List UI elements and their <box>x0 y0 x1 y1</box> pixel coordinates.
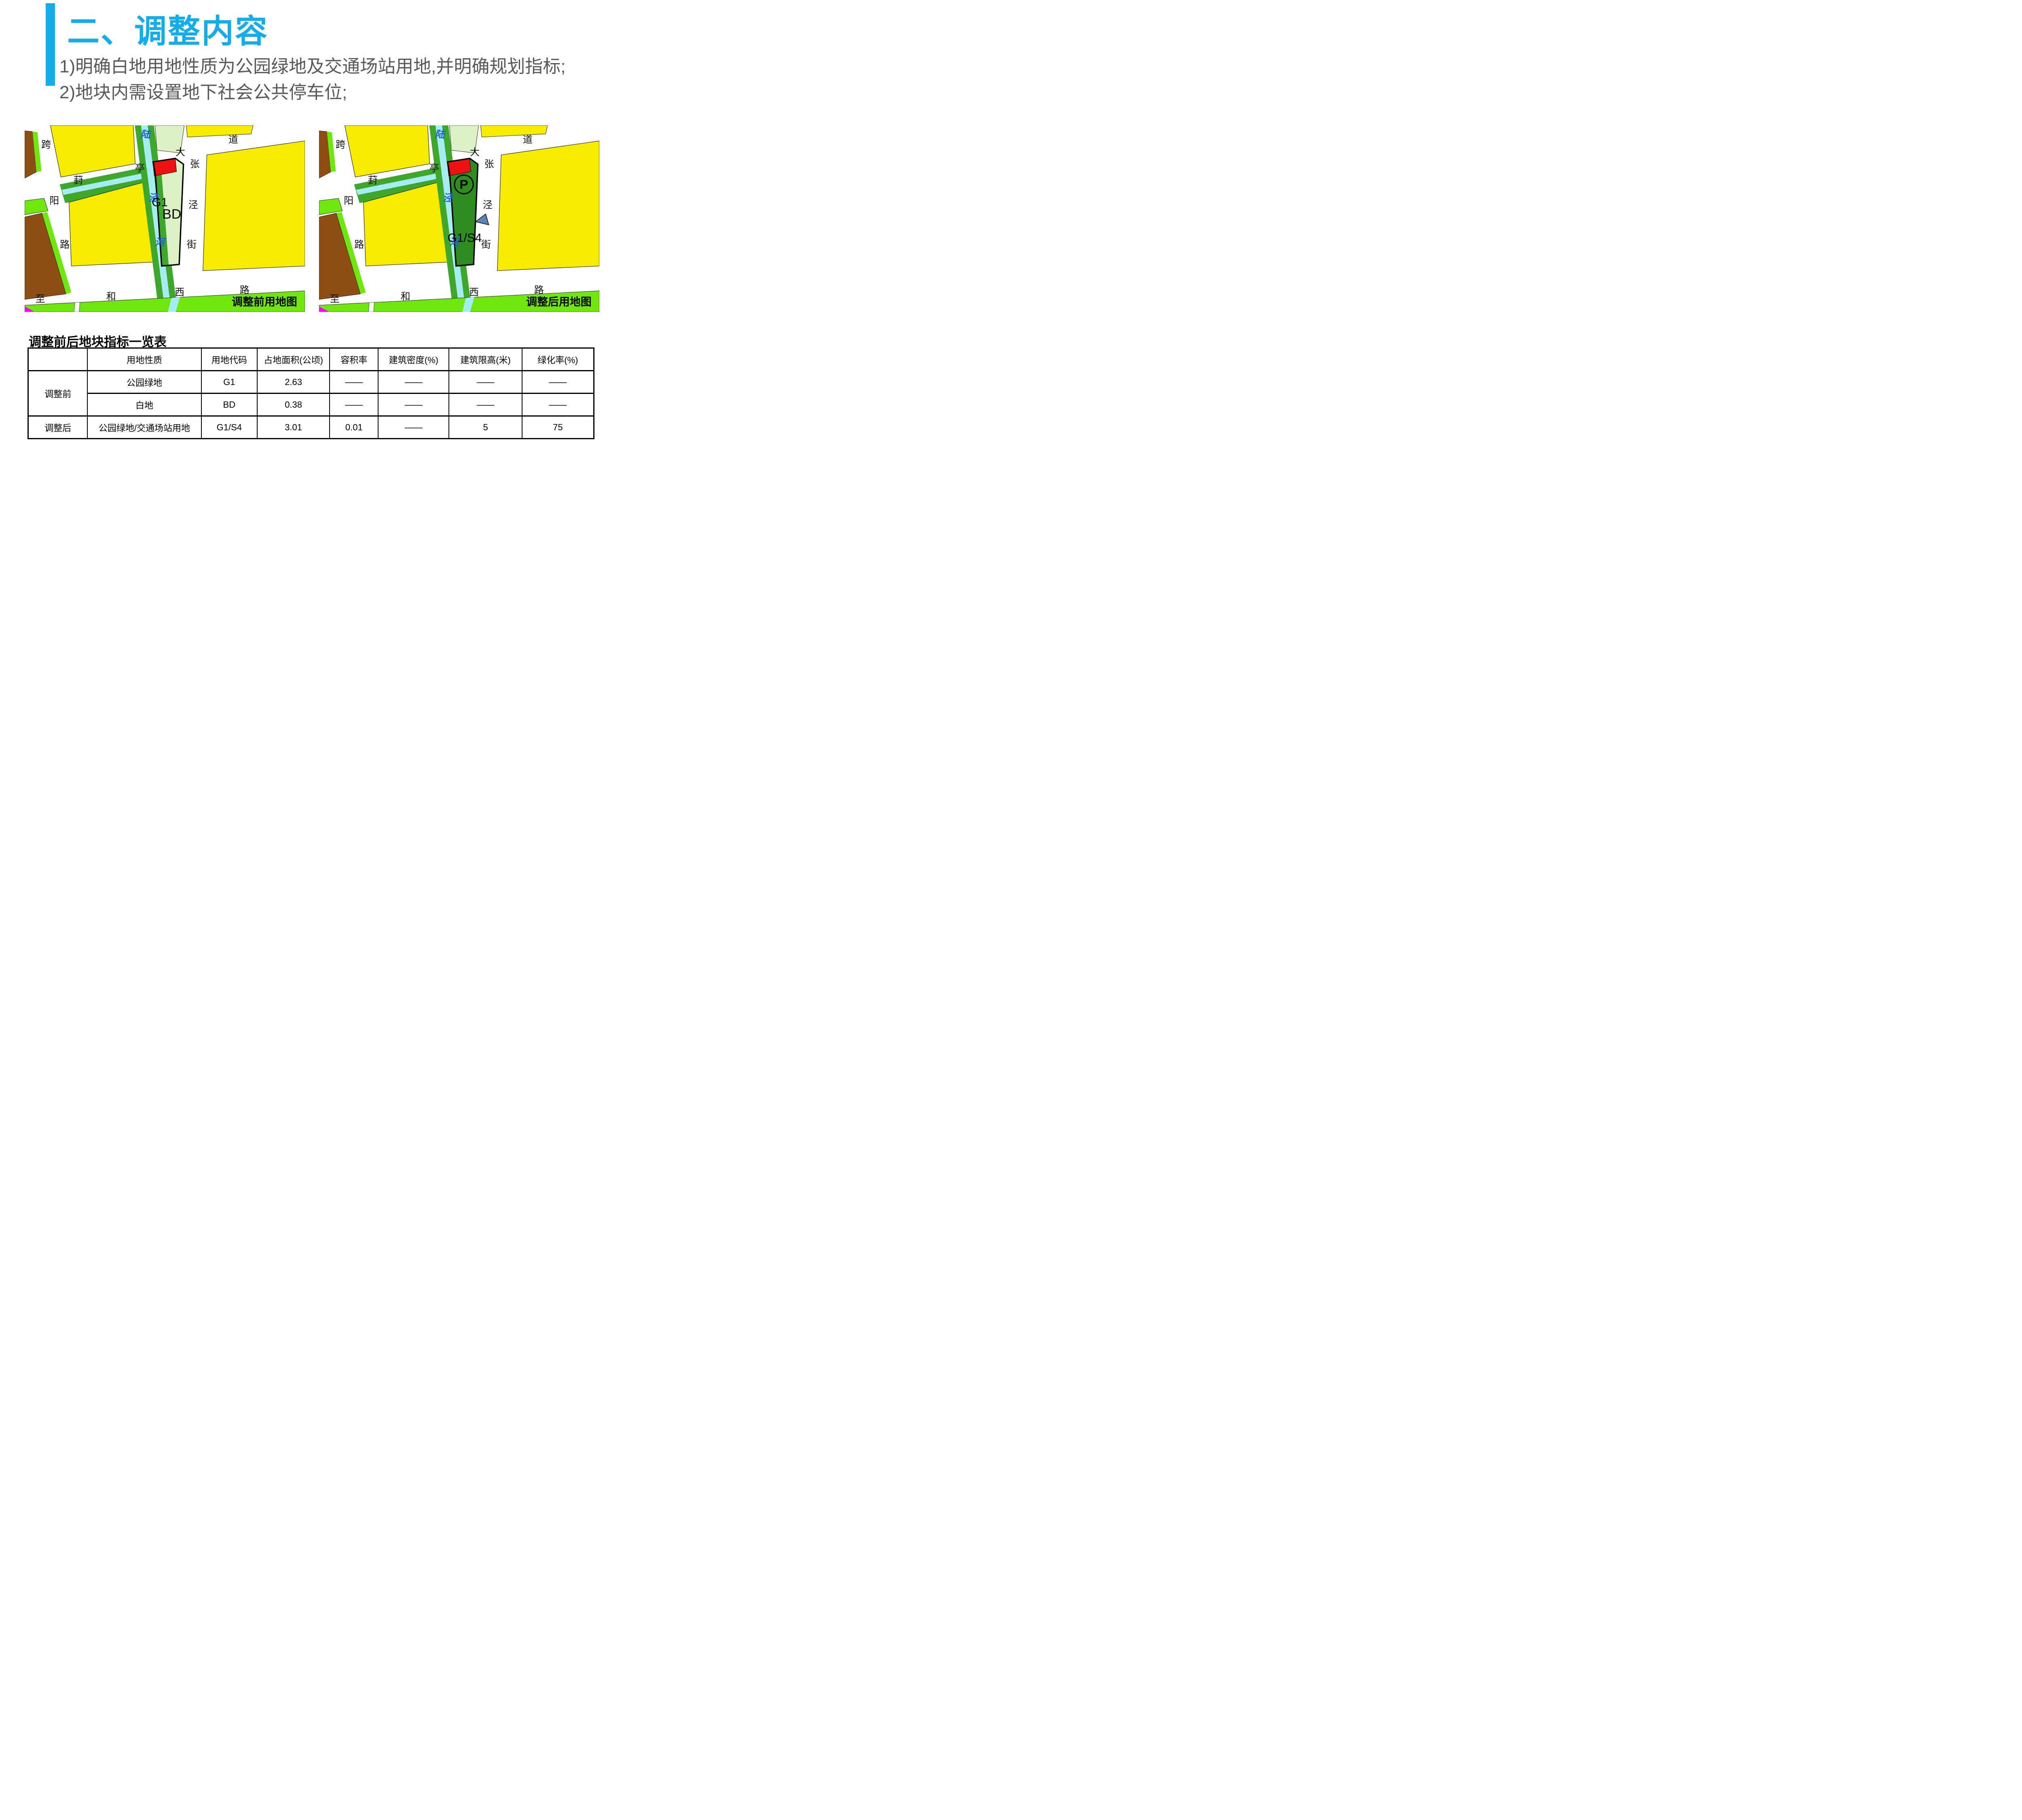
road-label-zhang: 张 <box>190 159 200 170</box>
header-land-use: 用地性质 <box>87 347 202 371</box>
cell-area: 3.01 <box>257 415 330 439</box>
road-label-jing-street: 泾 <box>188 200 198 211</box>
road-label-ting: 亭 <box>429 163 439 174</box>
cell-height: 5 <box>448 415 522 439</box>
table-row: 调整前 公园绿地 G1 2.63 —— —— —— —— <box>27 370 594 417</box>
river-label-lu: 陆 <box>140 129 151 140</box>
cell-height: —— <box>448 393 522 417</box>
road-label-da: 大 <box>470 147 480 158</box>
road-label-dao: 道 <box>228 134 238 145</box>
road-label-xi: 西 <box>469 287 479 298</box>
cell-green: 75 <box>521 415 594 439</box>
road-label-feng: 葑 <box>368 175 378 186</box>
header-height-limit: 建筑限高(米) <box>448 347 522 371</box>
cell-land-use: 公园绿地 <box>87 370 202 394</box>
bullet-list: 1)明确白地用地性质为公园绿地及交通场站用地,并明确规划指标; 2)地块内需设置… <box>59 54 566 106</box>
cell-far: —— <box>329 370 379 394</box>
header-area: 占地面积(公顷) <box>257 347 330 371</box>
road-label-jie: 街 <box>481 239 491 250</box>
parking-p-icon: P <box>459 177 468 192</box>
road-label-lu-south: 路 <box>240 285 250 296</box>
cell-land-code: G1 <box>201 370 258 394</box>
cell-land-use: 白地 <box>87 393 202 417</box>
pointer-triangle-icon <box>475 213 489 225</box>
cell-area: 2.63 <box>257 370 330 394</box>
cell-land-code: G1/S4 <box>201 415 258 439</box>
road-label-feng: 葑 <box>74 175 83 186</box>
header-empty <box>27 347 88 371</box>
road-label-yang: 阳 <box>344 195 353 206</box>
parcel-label-bd: BD <box>162 207 181 222</box>
road-label-he: 和 <box>401 291 410 302</box>
road-label-zhi: 至 <box>330 294 339 305</box>
bullet-1: 1)明确白地用地性质为公园绿地及交通场站用地,并明确规划指标; <box>59 57 566 76</box>
slide: { "title": { "text": "二、调整内容" }, "bullet… <box>0 0 607 455</box>
header-green-rate: 绿化率(%) <box>521 347 594 371</box>
parcel-label-g1s4: G1/S4 <box>448 231 482 245</box>
road-label-yang: 阳 <box>49 195 59 206</box>
group-after: 调整后 <box>27 415 88 439</box>
road-label-lu-west: 路 <box>60 239 70 250</box>
road-label-xi: 西 <box>175 287 184 298</box>
road-label-lu-west: 路 <box>354 239 364 250</box>
parking-circle-icon <box>454 174 474 195</box>
group-before: 调整前 <box>27 370 88 417</box>
map-after-caption: 调整后用地图 <box>526 296 592 308</box>
cell-far: 0.01 <box>329 415 379 439</box>
road-label-he: 和 <box>106 291 116 302</box>
table-header-row: 用地性质 用地代码 占地面积(公顷) 容积率 建筑密度(%) 建筑限高(米) 绿… <box>27 347 594 371</box>
table-title: 调整前后地块指标一览表 <box>29 335 167 349</box>
header-far: 容积率 <box>329 347 379 371</box>
page-title: 二、调整内容 <box>67 13 269 49</box>
cell-height: —— <box>448 370 522 394</box>
cell-land-use: 公园绿地/交通场站用地 <box>87 415 202 439</box>
table-row-adjusted: 调整后 公园绿地/交通场站用地 G1/S4 3.01 0.01 —— 5 75 <box>27 415 594 439</box>
road-label-ting: 亭 <box>135 163 145 174</box>
map-before-caption: 调整前用地图 <box>232 296 297 308</box>
river-label-jing: 泾 <box>148 193 159 203</box>
cell-area: 0.38 <box>257 393 330 417</box>
road-label-kua: 跨 <box>336 140 345 150</box>
road-label-da: 大 <box>176 147 185 158</box>
header-density: 建筑密度(%) <box>378 347 450 371</box>
header-land-code: 用地代码 <box>201 347 258 371</box>
bullet-2: 2)地块内需设置地下社会公共停车位; <box>59 83 347 102</box>
cell-green: —— <box>521 393 594 417</box>
cell-density: —— <box>378 370 450 394</box>
cell-far: —— <box>329 393 379 417</box>
map-before-svg: 跨 阳 路 葑 亭 大 道 张 泾 街 至 和 西 路 陆 泾 河 G1 BD … <box>25 125 305 312</box>
cell-density: —— <box>378 415 450 439</box>
road-label-lu-south: 路 <box>534 285 544 296</box>
road-label-kua: 跨 <box>41 140 51 150</box>
land-use-map-before: 跨 阳 路 葑 亭 大 道 张 泾 街 至 和 西 路 陆 泾 河 G1 BD … <box>25 125 305 312</box>
indicator-table: 用地性质 用地代码 占地面积(公顷) 容积率 建筑密度(%) 建筑限高(米) 绿… <box>27 347 594 439</box>
cell-density: —— <box>378 393 450 417</box>
table-row: 白地 BD 0.38 —— —— —— —— <box>28 393 594 417</box>
river-label-lu: 陆 <box>435 129 446 140</box>
road-label-jing-street: 泾 <box>483 200 493 211</box>
river-label-jing: 泾 <box>443 193 454 203</box>
road-label-zhang: 张 <box>484 159 494 170</box>
cell-land-code: BD <box>201 393 258 417</box>
land-use-map-after: P 跨 阳 路 葑 亭 大 道 张 泾 街 至 和 西 路 陆 泾 河 G1/S… <box>319 125 599 312</box>
parcel-label-g1: G1 <box>152 196 168 209</box>
title-accent-bar <box>46 3 55 86</box>
map-after-svg: P 跨 阳 路 葑 亭 大 道 张 泾 街 至 和 西 路 陆 泾 河 G1/S… <box>319 125 599 312</box>
road-label-dao: 道 <box>523 134 533 145</box>
road-label-jie: 街 <box>187 239 197 250</box>
cell-green: —— <box>521 370 594 394</box>
road-label-zhi: 至 <box>35 294 45 305</box>
